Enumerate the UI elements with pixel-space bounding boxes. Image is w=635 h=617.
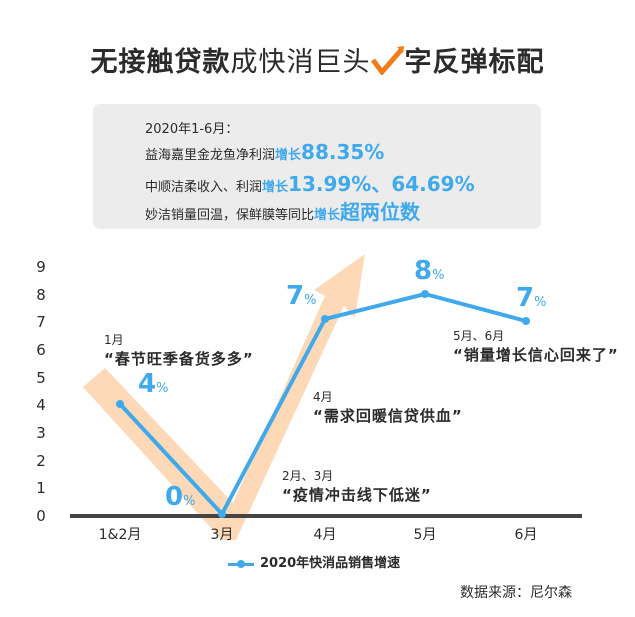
info-text: 中顺洁柔收入、利润 — [145, 180, 263, 195]
info-line-2: 中顺洁柔收入、利润增长13.99%、64.69% — [145, 168, 475, 197]
legend-label: 2020年快消品销售增速 — [260, 556, 401, 571]
data-label: 0% — [165, 482, 196, 512]
annotation-jan: 1月 “春节旺季备货多多” — [104, 333, 254, 368]
x-tick: 4月 — [313, 527, 337, 543]
y-tick: 0 — [36, 507, 46, 525]
info-value: 88.35% — [301, 140, 385, 164]
title-bold-part: 无接触贷款 — [90, 47, 231, 78]
info-highlight: 增长 — [314, 208, 341, 223]
y-tick: 9 — [36, 258, 46, 276]
x-tick: 1&2月 — [98, 527, 142, 543]
v-arrow-decoration — [83, 254, 365, 540]
info-highlight: 增长 — [275, 148, 302, 163]
y-tick: 8 — [36, 286, 46, 304]
info-text: 益海嘉里金龙鱼净利润 — [145, 148, 276, 163]
info-line-1: 益海嘉里金龙鱼净利润增长88.35% — [145, 140, 384, 164]
data-point — [522, 317, 530, 325]
info-heading: 2020年1-6月： — [145, 122, 239, 137]
data-label: 7% — [286, 281, 317, 311]
y-tick: 7 — [36, 313, 46, 331]
info-highlight: 增长 — [262, 180, 289, 195]
annotation-apr: 4月 “需求回暖信贷供血” — [313, 390, 463, 425]
data-point — [321, 315, 329, 323]
x-tick: 6月 — [514, 527, 538, 543]
y-tick: 5 — [36, 369, 46, 387]
legend: 2020年快消品销售增速 — [228, 552, 400, 571]
info-value: 13.99%、64.69% — [288, 172, 475, 196]
y-tick: 6 — [36, 341, 46, 359]
data-label: 7% — [516, 283, 547, 313]
title-normal-part: 成快消巨头 — [230, 47, 371, 78]
y-tick: 3 — [36, 424, 46, 442]
info-box: 2020年1-6月： 益海嘉里金龙鱼净利润增长88.35% 中顺洁柔收入、利润增… — [93, 104, 541, 229]
info-text: 妙洁销量回温，保鲜膜等同比 — [145, 208, 315, 223]
info-value: 超两位数 — [340, 200, 421, 224]
annotation-may-jun: 5月、6月 “销量增长信心回来了” — [453, 329, 619, 364]
title-end-part: 字反弹标配 — [404, 47, 545, 78]
chart-title: 无接触贷款成快消巨头 字反弹标配 — [0, 40, 635, 79]
data-point — [421, 290, 429, 298]
info-line-3: 妙洁销量回温，保鲜膜等同比增长超两位数 — [145, 196, 420, 225]
y-tick: 2 — [36, 452, 46, 470]
x-axis-line — [70, 514, 582, 518]
x-tick: 3月 — [210, 527, 234, 543]
y-tick: 1 — [36, 479, 46, 497]
annotation-feb-mar: 2月、3月 “疫情冲击线下低迷” — [282, 469, 432, 504]
legend-line-marker-icon — [228, 559, 254, 569]
data-label: 8% — [414, 256, 445, 286]
data-point — [116, 400, 124, 408]
data-source: 数据来源：尼尔森 — [460, 585, 572, 601]
x-tick: 5月 — [413, 527, 437, 543]
y-tick: 4 — [36, 396, 46, 414]
check-arrow-icon — [370, 45, 405, 76]
data-point — [218, 510, 226, 518]
data-label: 4% — [138, 369, 169, 399]
